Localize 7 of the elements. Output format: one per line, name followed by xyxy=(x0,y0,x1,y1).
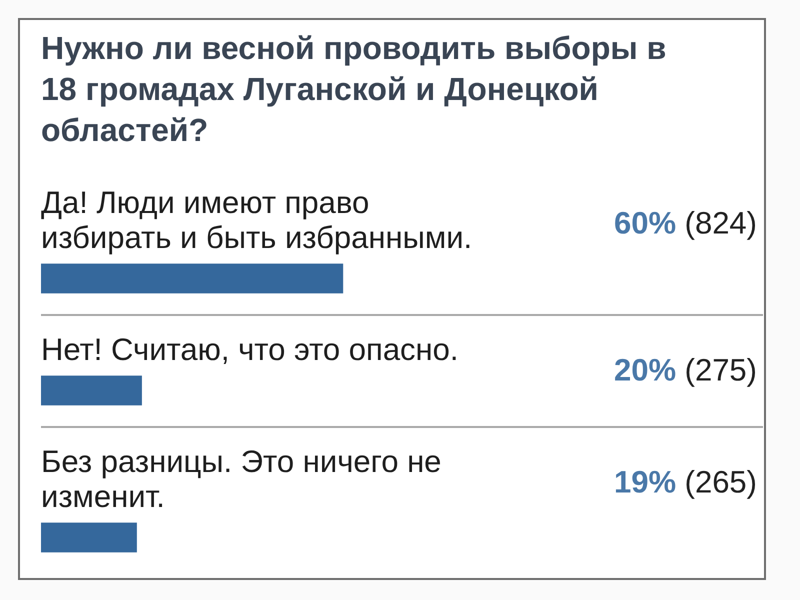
y-tick-label: Да! Люди имеют право избирать и быть избранными. xyxy=(41,185,472,255)
data-label: 20% (275) xyxy=(614,352,758,388)
data-label: 19% (265) xyxy=(614,464,758,500)
y-tick-label: Нет! Считаю, что это опасно. xyxy=(41,332,459,367)
y-tick-label: Без разницы. Это ничего не изменит. xyxy=(41,444,442,514)
chart-title: Нужно ли весной проводить выборы в 18 громадах Луганской и Донецкой областей? xyxy=(41,29,668,150)
data-label: 60% (824) xyxy=(614,206,758,241)
